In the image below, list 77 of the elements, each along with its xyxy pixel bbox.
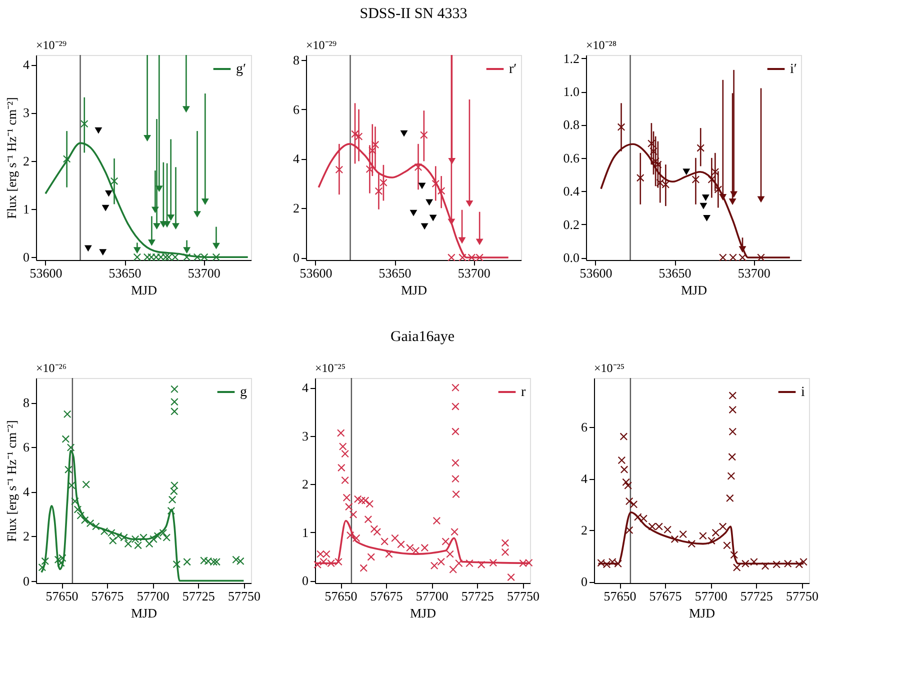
chart-title: Gaia16aye <box>390 329 455 345</box>
x-tick-label: 57725 <box>740 588 773 604</box>
y-tick-label: 0.8 <box>563 117 580 132</box>
legend-label: g <box>240 385 247 400</box>
y-tick-label: 0.0 <box>563 250 580 266</box>
y-tick-label: 1 <box>302 524 308 540</box>
y-tick-label: 2 <box>293 200 300 216</box>
y-tick-label: 0.2 <box>563 216 580 232</box>
x-axis-title: MJD <box>130 606 158 620</box>
text: ×10⁻²⁹ <box>306 38 337 52</box>
x-tick-label: 53700 <box>458 266 490 280</box>
legend-label: i′ <box>790 62 797 77</box>
y-tick-label: 8 <box>293 52 300 68</box>
x-axis-title: MJD <box>400 282 428 298</box>
y-tick-label: 6 <box>581 419 588 434</box>
x-axis-title: MJD <box>410 606 436 620</box>
x-tick-label: 57675 <box>370 588 403 604</box>
x-tick-label: 57650 <box>604 588 636 604</box>
legend-label: i <box>801 385 805 400</box>
y-tick-label: 0 <box>23 250 30 265</box>
y-tick-label: 3 <box>23 105 30 120</box>
y-axis-title: Flux [erg s⁻¹ Hz⁻¹ cm⁻²] <box>4 97 19 219</box>
x-tick-label: 53600 <box>580 266 612 280</box>
x-tick-label: 57750 <box>506 588 540 604</box>
x-tick-label: 57700 <box>416 588 448 604</box>
x-tick-label: 53650 <box>108 266 142 280</box>
y-tick-label: 4 <box>302 380 309 396</box>
y-tick-label: 1 <box>23 201 30 216</box>
x-tick-label: 53600 <box>30 266 62 280</box>
x-tick-label: 53650 <box>378 266 412 280</box>
y-tick-label: 2 <box>302 476 308 492</box>
x-tick-label: 53650 <box>658 266 692 280</box>
y-tick-label: 0 <box>302 573 308 588</box>
x-tick-label: 57725 <box>182 588 215 604</box>
text: ×10⁻²⁶ <box>36 361 67 375</box>
x-tick-label: 57675 <box>91 588 124 604</box>
text: ×10⁻²⁵ <box>594 361 625 375</box>
y-tick-label: 2 <box>581 522 588 538</box>
x-tick-label: 57750 <box>228 588 260 604</box>
text: ×10⁻²⁵ <box>315 361 346 375</box>
y-tick-label: 2 <box>23 528 30 544</box>
x-axis-title: MJD <box>680 282 708 298</box>
y-tick-label: 1.0 <box>563 84 580 100</box>
y-axis-title: Flux [erg s⁻¹ Hz⁻¹ cm⁻²] <box>4 420 19 542</box>
y-tick-label: 4 <box>581 471 588 486</box>
x-tick-label: 57700 <box>136 588 170 604</box>
y-tick-label: 0 <box>581 574 588 590</box>
x-axis-title: MJD <box>688 606 716 620</box>
x-tick-label: 57650 <box>324 588 358 604</box>
legend-label: r <box>521 385 526 400</box>
text: ×10⁻²⁹ <box>36 38 67 52</box>
x-tick-label: 57725 <box>461 588 494 604</box>
x-tick-label: 57750 <box>786 588 818 604</box>
chart-title: SDSS-II SN 4333 <box>360 6 468 22</box>
x-tick-label: 53700 <box>738 266 770 280</box>
y-tick-label: 6 <box>293 102 300 117</box>
y-tick-label: 0.4 <box>563 184 580 199</box>
x-tick-label: 57700 <box>694 588 728 604</box>
y-tick-label: 4 <box>23 57 30 72</box>
y-tick-label: 0.6 <box>563 150 580 166</box>
y-tick-label: 1.2 <box>563 50 580 66</box>
legend-label: r′ <box>509 62 517 77</box>
y-tick-label: 4 <box>293 151 300 166</box>
text: ×10⁻²⁸ <box>586 38 617 52</box>
y-tick-label: 0 <box>23 573 30 588</box>
x-axis-title: MJD <box>130 282 158 298</box>
y-tick-label: 6 <box>23 440 30 455</box>
x-tick-label: 53700 <box>188 266 220 280</box>
y-tick-label: 2 <box>23 153 30 168</box>
x-tick-label: 57650 <box>46 588 78 604</box>
x-tick-label: 53600 <box>300 266 332 280</box>
x-tick-label: 57675 <box>649 588 682 604</box>
legend-label: g′ <box>236 62 246 77</box>
y-tick-label: 0 <box>293 250 300 266</box>
y-tick-label: 8 <box>23 395 30 410</box>
y-tick-label: 3 <box>302 428 308 444</box>
y-tick-label: 4 <box>23 484 30 500</box>
